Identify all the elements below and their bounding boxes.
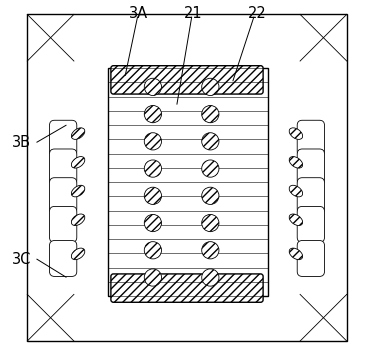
Circle shape <box>202 187 219 204</box>
FancyBboxPatch shape <box>49 241 77 276</box>
Circle shape <box>144 133 162 150</box>
FancyBboxPatch shape <box>111 274 263 302</box>
Ellipse shape <box>289 214 303 225</box>
FancyBboxPatch shape <box>297 241 325 276</box>
Ellipse shape <box>289 128 303 139</box>
Circle shape <box>144 187 162 204</box>
FancyBboxPatch shape <box>49 120 77 156</box>
Circle shape <box>202 106 219 123</box>
FancyBboxPatch shape <box>49 206 77 242</box>
Ellipse shape <box>289 248 303 260</box>
Ellipse shape <box>71 248 85 260</box>
Ellipse shape <box>71 128 85 139</box>
FancyBboxPatch shape <box>297 206 325 242</box>
Bar <box>108 68 268 296</box>
FancyBboxPatch shape <box>49 178 77 214</box>
Circle shape <box>144 106 162 123</box>
Circle shape <box>144 269 162 286</box>
Text: 3A: 3A <box>129 6 148 21</box>
Circle shape <box>144 78 162 95</box>
Ellipse shape <box>289 157 303 168</box>
Circle shape <box>144 214 162 232</box>
FancyBboxPatch shape <box>297 178 325 214</box>
FancyBboxPatch shape <box>297 149 325 185</box>
Circle shape <box>144 242 162 259</box>
FancyBboxPatch shape <box>297 120 325 156</box>
Ellipse shape <box>71 185 85 197</box>
Circle shape <box>202 214 219 232</box>
Text: 21: 21 <box>184 6 203 21</box>
Circle shape <box>202 133 219 150</box>
Ellipse shape <box>289 185 303 197</box>
Ellipse shape <box>71 157 85 168</box>
Circle shape <box>202 160 219 177</box>
Circle shape <box>202 269 219 286</box>
Circle shape <box>202 78 219 95</box>
Ellipse shape <box>71 214 85 225</box>
FancyBboxPatch shape <box>49 149 77 185</box>
Text: 3C: 3C <box>12 252 31 267</box>
Text: 22: 22 <box>248 6 266 21</box>
Circle shape <box>202 242 219 259</box>
Circle shape <box>144 160 162 177</box>
Text: 3B: 3B <box>12 135 31 150</box>
Bar <box>27 14 347 341</box>
FancyBboxPatch shape <box>111 66 263 94</box>
